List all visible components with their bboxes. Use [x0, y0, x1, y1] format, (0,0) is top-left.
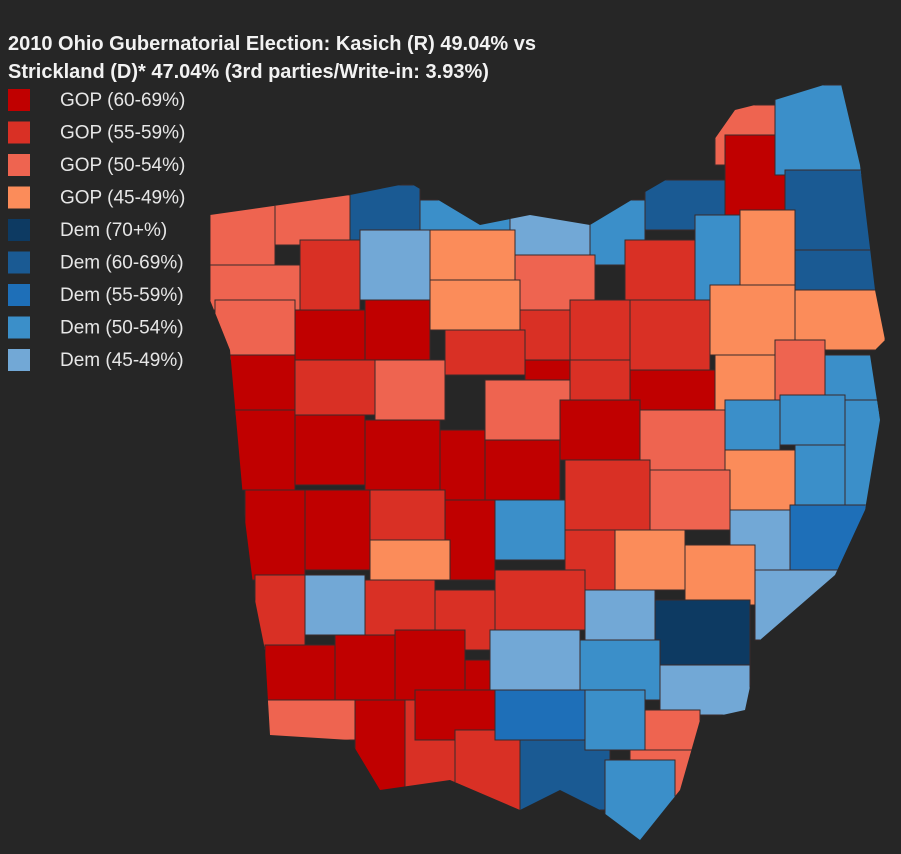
county	[244, 489, 306, 581]
county	[684, 544, 756, 606]
county	[629, 299, 711, 371]
county	[779, 394, 846, 446]
county	[264, 699, 356, 741]
county	[754, 569, 856, 641]
county	[844, 399, 885, 511]
county	[644, 709, 701, 751]
legend-label: GOP (45-49%)	[60, 188, 185, 209]
county	[299, 239, 361, 311]
county	[494, 569, 586, 631]
county	[739, 209, 796, 286]
county	[429, 279, 521, 331]
legend-label: Dem (60-69%)	[60, 253, 184, 274]
ohio-counties	[210, 84, 885, 840]
county	[789, 504, 871, 571]
county	[559, 399, 641, 461]
county	[214, 299, 296, 361]
legend-swatch	[8, 89, 30, 111]
legend-label: Dem (45-49%)	[60, 350, 184, 371]
county	[364, 419, 441, 491]
county	[294, 359, 376, 416]
county	[444, 329, 526, 376]
county	[724, 449, 796, 511]
legend-label: Dem (55-59%)	[60, 285, 184, 306]
county	[374, 359, 446, 421]
county	[774, 339, 826, 401]
county	[294, 309, 366, 361]
county	[359, 229, 431, 301]
county	[724, 399, 781, 451]
county	[264, 644, 336, 706]
county	[484, 379, 571, 441]
legend-label: GOP (60-69%)	[60, 90, 185, 111]
county	[439, 429, 486, 501]
county	[210, 199, 276, 271]
county	[654, 599, 751, 671]
county	[304, 489, 371, 571]
county	[369, 489, 446, 541]
county	[454, 729, 521, 821]
county	[564, 459, 651, 531]
county	[229, 354, 296, 416]
legend-label: GOP (55-59%)	[60, 123, 185, 144]
county	[509, 209, 591, 256]
county	[369, 539, 451, 581]
county	[254, 574, 306, 651]
county	[444, 499, 496, 581]
county	[794, 444, 846, 506]
legend-swatch	[8, 154, 30, 176]
county	[569, 299, 631, 361]
legend-swatch	[8, 284, 30, 306]
county	[649, 469, 731, 531]
legend-swatch	[8, 186, 30, 209]
legend-swatch	[8, 349, 30, 371]
county	[364, 299, 431, 361]
county	[519, 309, 571, 361]
legend-swatch	[8, 251, 30, 274]
legend-label: Dem (50-54%)	[60, 318, 184, 339]
county	[429, 229, 516, 281]
county	[234, 409, 296, 491]
county	[584, 689, 646, 751]
county	[659, 664, 751, 716]
county	[294, 414, 366, 486]
county	[494, 499, 566, 561]
legend-swatch	[8, 316, 30, 339]
county	[274, 194, 351, 246]
legend-swatch	[8, 219, 30, 241]
county	[569, 359, 631, 401]
county	[624, 239, 696, 301]
county	[484, 439, 561, 501]
legend: GOP (60-69%) GOP (55-59%) GOP (50-54%) GOP …	[8, 89, 185, 371]
legend-label: GOP (50-54%)	[60, 155, 185, 176]
county	[629, 369, 716, 416]
title-line: 2010 Ohio Gubernatorial Election: Kasich…	[8, 33, 536, 55]
county	[354, 699, 406, 801]
county	[774, 84, 866, 176]
county	[304, 574, 366, 636]
county	[794, 249, 885, 291]
county	[784, 169, 876, 251]
county	[394, 629, 466, 701]
county	[334, 634, 396, 701]
legend-label: Dem (70+%)	[60, 220, 167, 241]
county	[604, 759, 676, 840]
legend-swatch	[8, 121, 30, 144]
county	[639, 409, 726, 471]
county	[614, 529, 686, 591]
county	[494, 689, 586, 741]
title-line: Strickland (D)* 47.04% (3rd parties/Writ…	[8, 61, 489, 83]
